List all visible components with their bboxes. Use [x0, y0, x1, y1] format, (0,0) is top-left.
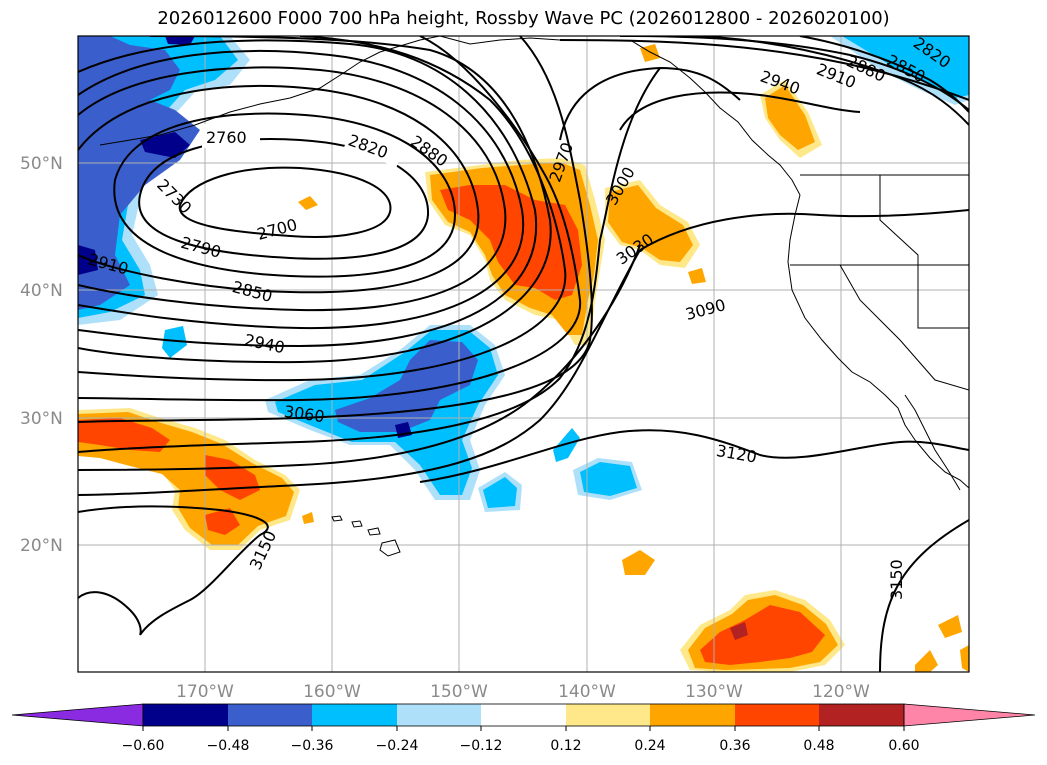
contour-label: 2760	[206, 128, 247, 147]
hawaii-island-1	[331, 515, 343, 522]
colorbar-tick: 0.48	[803, 738, 834, 754]
contour-ne-1	[559, 39, 969, 101]
colorbar-tick: 0.12	[550, 738, 581, 754]
lon-label-140w: 140°W	[558, 682, 616, 702]
contour-ne-3	[699, 36, 969, 126]
colorbar-border	[142, 703, 905, 727]
longitude-labels: 170°W 160°W 150°W 140°W 130°W 120°W	[176, 682, 870, 702]
contour-ne-4	[799, 36, 969, 113]
shade-small-blue	[162, 326, 187, 358]
contour-3030	[78, 66, 741, 453]
lon-label-130w: 130°W	[685, 682, 743, 702]
colorbar-swatch	[566, 704, 650, 726]
colorbar-tick: −0.12	[460, 738, 503, 754]
contour-2940	[78, 36, 567, 382]
contour-ne-2	[619, 36, 969, 111]
lat-label-20n: 20°N	[20, 536, 63, 556]
shade-blue-blob-1-inner	[483, 477, 517, 508]
contour-3150-east	[879, 519, 969, 672]
map-panel	[78, 36, 969, 672]
colorbar-tick: 0.60	[888, 738, 919, 754]
colorbar-extend-left	[11, 703, 144, 727]
contour-3150-west	[78, 505, 269, 636]
shade-orange-dot-se1	[938, 615, 962, 638]
shade-blue-blob-3	[553, 428, 580, 462]
lon-label-160w: 160°W	[303, 682, 361, 702]
colorbar-swatch	[481, 704, 566, 726]
contour-2820	[78, 66, 507, 312]
shade-orange-dot-se2	[915, 650, 938, 672]
lat-label-50n: 50°N	[20, 154, 63, 174]
contour-2850	[78, 50, 525, 330]
shade-nw-deep-blue-1	[140, 132, 190, 158]
colorbar-swatch	[650, 704, 735, 726]
hawaii-island-3	[367, 527, 381, 536]
contour-2790	[78, 85, 480, 294]
hawaii-island-4	[379, 539, 401, 557]
baja-coast	[904, 394, 961, 491]
shade-orange-dot-s	[622, 550, 655, 575]
colorbar-swatch	[735, 704, 819, 726]
colorbar-tick: −0.24	[376, 738, 419, 754]
shade-dot-4	[302, 512, 314, 524]
shade-blue-blob-2-inner	[580, 462, 637, 496]
colorbar-swatch	[397, 704, 481, 726]
contour-label: 3150	[887, 559, 906, 600]
shade-nw-mid-blue	[78, 36, 200, 310]
alaska-gulf-coast	[439, 36, 561, 45]
coastlines	[99, 36, 969, 557]
contour-3090	[78, 209, 969, 496]
colorbar-swatch	[819, 704, 904, 726]
shade-wsw-red-3	[205, 508, 240, 535]
shade-dot-1	[298, 196, 318, 210]
shade-east-orange	[608, 185, 693, 262]
hawaii-island-2	[351, 520, 363, 528]
shade-north-orange	[765, 85, 815, 150]
shade-se-red	[700, 605, 825, 665]
lon-label-170w: 170°W	[176, 682, 234, 702]
shade-ne-sky-blue	[842, 36, 969, 98]
contour-2760	[113, 112, 457, 278]
lon-label-120w: 120°W	[812, 682, 870, 702]
shade-center-red	[440, 185, 582, 300]
contour-2700	[178, 166, 392, 238]
shade-wsw-red	[78, 418, 170, 452]
lon-label-150w: 150°W	[430, 682, 488, 702]
aleutians-coast	[99, 36, 441, 146]
colorbar-tick: −0.60	[122, 738, 165, 754]
colorbar: −0.60 −0.48 −0.36 −0.24 −0.12 0.12 0.24 …	[11, 703, 1036, 754]
shade-central-mid-blue	[335, 340, 478, 432]
colorbar-swatch	[143, 704, 228, 726]
contour-3120	[419, 429, 969, 483]
lat-label-40n: 40°N	[20, 281, 63, 301]
height-contours	[78, 36, 969, 672]
latitude-labels: 50°N 40°N 30°N 20°N	[20, 154, 63, 556]
colorbar-tick: −0.36	[291, 738, 334, 754]
colorbar-tick: 0.24	[634, 738, 665, 754]
lat-label-30n: 30°N	[20, 409, 63, 429]
shade-orange-dot-se3	[960, 645, 969, 672]
contour-3060	[78, 91, 861, 471]
shade-nw-deep-blue-2	[165, 36, 195, 45]
shade-se-darkred	[730, 622, 748, 640]
state-border-2	[879, 175, 969, 329]
contour-2970	[78, 36, 582, 402]
colorbar-extend-right	[903, 703, 1036, 727]
colorbar-swatch	[228, 704, 312, 726]
shade-dot-2	[688, 268, 706, 284]
contour-2880	[78, 39, 538, 348]
se-alaska-coast	[629, 39, 801, 196]
colorbar-tick: 0.36	[719, 738, 750, 754]
state-border-3	[839, 264, 969, 391]
map-title: 2026012600 F000 700 hPa height, Rossby W…	[157, 8, 890, 29]
contour-3000	[78, 36, 593, 423]
us-west-coast	[787, 194, 969, 489]
colorbar-swatch	[312, 704, 397, 726]
colorbar-tick: −0.48	[207, 738, 250, 754]
map-frame	[77, 35, 970, 673]
